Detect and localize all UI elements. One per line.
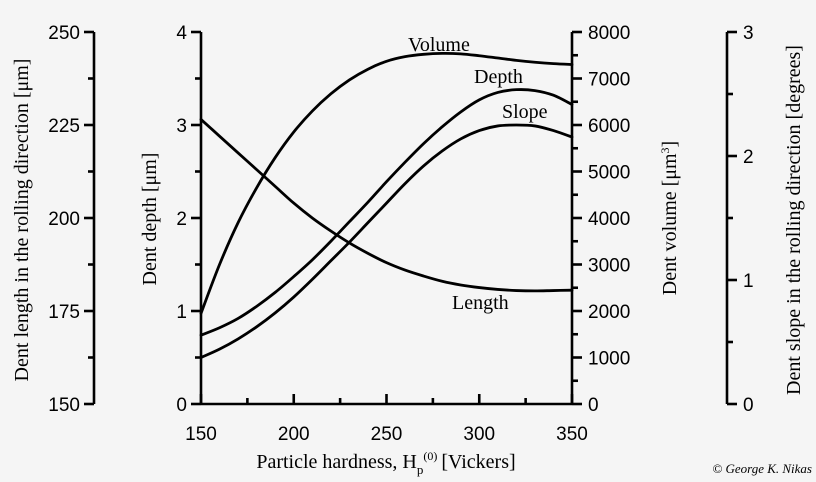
volume-tick-label: 1000 [588, 349, 630, 370]
volume-tick-label: 4000 [588, 209, 630, 230]
volume-tick-label: 2000 [588, 302, 630, 323]
volume-tick-label: 5000 [588, 163, 630, 184]
depth-tick-label: 1 [176, 302, 187, 323]
x-tick-label: 250 [371, 424, 403, 445]
volume-axis-title: Dent volume [μm3] [658, 141, 681, 295]
volume-tick-label: 6000 [588, 116, 630, 137]
slope-series-line [199, 123, 574, 359]
axes-group: 150 200 250 300 3500123401000200030004000500… [48, 23, 753, 445]
length-tick-label: 250 [48, 23, 80, 44]
x-tick-label: 150 [185, 424, 217, 445]
length-tick-label: 225 [48, 116, 80, 137]
curve-labels: Volume Depth Slope Length [408, 34, 548, 314]
x-tick-label: 300 [463, 424, 495, 445]
depth-tick-label: 3 [176, 116, 187, 137]
volume-curve-label: Volume [408, 34, 470, 56]
depth-axis-title: Dent depth [μm] [139, 153, 161, 286]
length-curve-label: Length [452, 292, 509, 314]
length-tick-label: 175 [48, 302, 80, 323]
depth-tick-label: 0 [176, 395, 187, 416]
x-axis-title: Particle hardness, Hp(0) [Vickers] [256, 449, 515, 477]
volume-tick-label: 3000 [588, 256, 630, 277]
length-tick-label: 200 [48, 209, 80, 230]
depth-tick-label: 4 [176, 23, 187, 44]
depth-curve-label: Depth [474, 66, 523, 88]
plot-area [199, 51, 574, 359]
length-series-line [199, 118, 574, 293]
slope-tick-label: 3 [743, 23, 754, 44]
depth-series-line [199, 88, 574, 337]
length-tick-label: 150 [48, 395, 80, 416]
volume-tick-label: 7000 [588, 70, 630, 91]
volume-series-line [199, 51, 574, 315]
depth-tick-label: 2 [176, 209, 187, 230]
slope-tick-label: 1 [743, 271, 754, 292]
length-axis-title: Dent length in the rolling direction [μm… [11, 59, 33, 382]
volume-tick-label: 8000 [588, 23, 630, 44]
credit-text: © George K. Nikas [712, 461, 812, 476]
slope-curve-label: Slope [502, 101, 548, 123]
volume-tick-label: 0 [588, 395, 599, 416]
x-tick-label: 350 [556, 424, 588, 445]
slope-tick-label: 2 [743, 147, 754, 168]
slope-axis-title: Dent slope in the rolling direction [deg… [783, 45, 805, 395]
slope-tick-label: 0 [743, 395, 754, 416]
x-tick-label: 200 [278, 424, 310, 445]
